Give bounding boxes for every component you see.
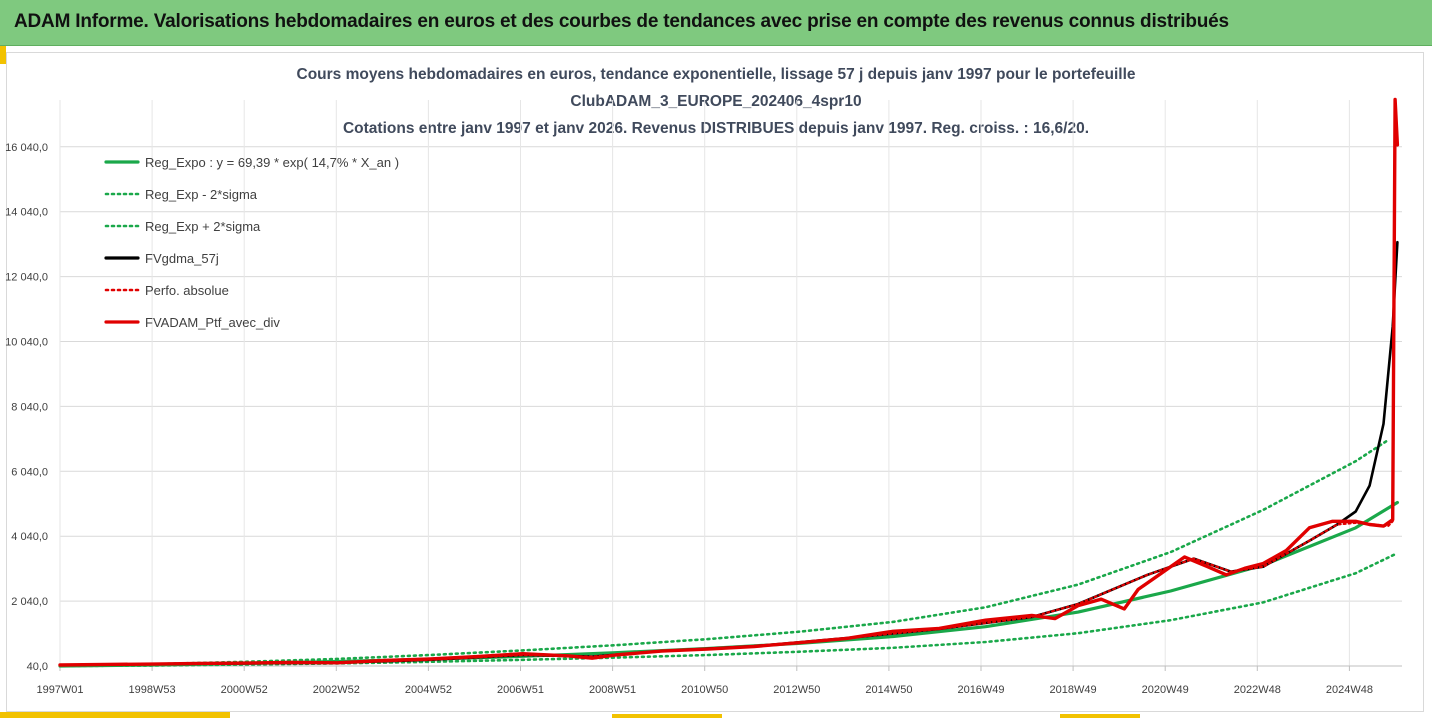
x-tick-label: 2012W50 [773,684,820,696]
chart-title-line-3: Cotations entre janv 1997 et janv 2026. … [342,120,1090,137]
y-tick-label: 10 040,0 [5,337,48,349]
x-tick-label: 2016W49 [957,684,1004,696]
x-tick-label: 2002W52 [313,684,360,696]
header-banner: ADAM Informe. Valorisations hebdomadaire… [0,0,1432,46]
x-tick-label: 1998W53 [129,684,176,696]
y-tick-label: 12 040,0 [5,272,48,284]
x-tick-label: 2010W50 [681,684,728,696]
y-tick-label: 4 040,0 [11,531,48,543]
series-perfo-absolue [58,98,1399,667]
x-tick-label: 2014W50 [865,684,912,696]
x-tick-label: 2008W51 [589,684,636,696]
legend-label: Reg_Exp + 2*sigma [145,219,261,234]
x-tick-label: 2006W51 [497,684,544,696]
y-tick-label: 40,0 [27,661,48,673]
chart-title-line-2: ClubADAM_3_EUROPE_202406_4spr10 [570,93,862,110]
accent-bar [1060,714,1140,718]
series-reg-exp-2-sigma [58,438,1390,667]
y-tick-label: 6 040,0 [11,466,48,478]
series-reg-expo [58,500,1400,668]
x-tick-label: 2018W49 [1050,684,1097,696]
accent-bar [612,714,722,718]
accent-bar [0,46,6,64]
x-tick-label: 2022W48 [1234,684,1281,696]
x-tick-label: 2000W52 [221,684,268,696]
y-tick-label: 8 040,0 [11,401,48,413]
x-tick-label: 2020W49 [1142,684,1189,696]
y-tick-label: 14 040,0 [5,207,48,219]
legend-label: Reg_Expo : y = 69,39 * exp( 14,7% * X_an… [145,155,399,170]
legend-label: Reg_Exp - 2*sigma [145,187,258,202]
page-title: ADAM Informe. Valorisations hebdomadaire… [14,11,1229,32]
y-tick-label: 16 040,0 [5,142,48,154]
x-tick-label: 1997W01 [36,684,83,696]
y-tick-label: 2 040,0 [11,596,48,608]
chart-title-line-1: Cours moyens hebdomadaires en euros, ten… [296,66,1136,83]
legend-label: FVgdma_57j [145,251,219,266]
chart-frame [6,52,1424,712]
legend-label: Perfo. absolue [145,283,229,298]
legend-label: FVADAM_Ptf_avec_div [145,315,280,330]
x-tick-label: 2024W48 [1326,684,1373,696]
x-tick-label: 2004W52 [405,684,452,696]
series-reg-exp-2-sigma [58,551,1399,668]
series-fvadam-ptf-avec-div [58,97,1400,667]
accent-bar [0,712,230,718]
